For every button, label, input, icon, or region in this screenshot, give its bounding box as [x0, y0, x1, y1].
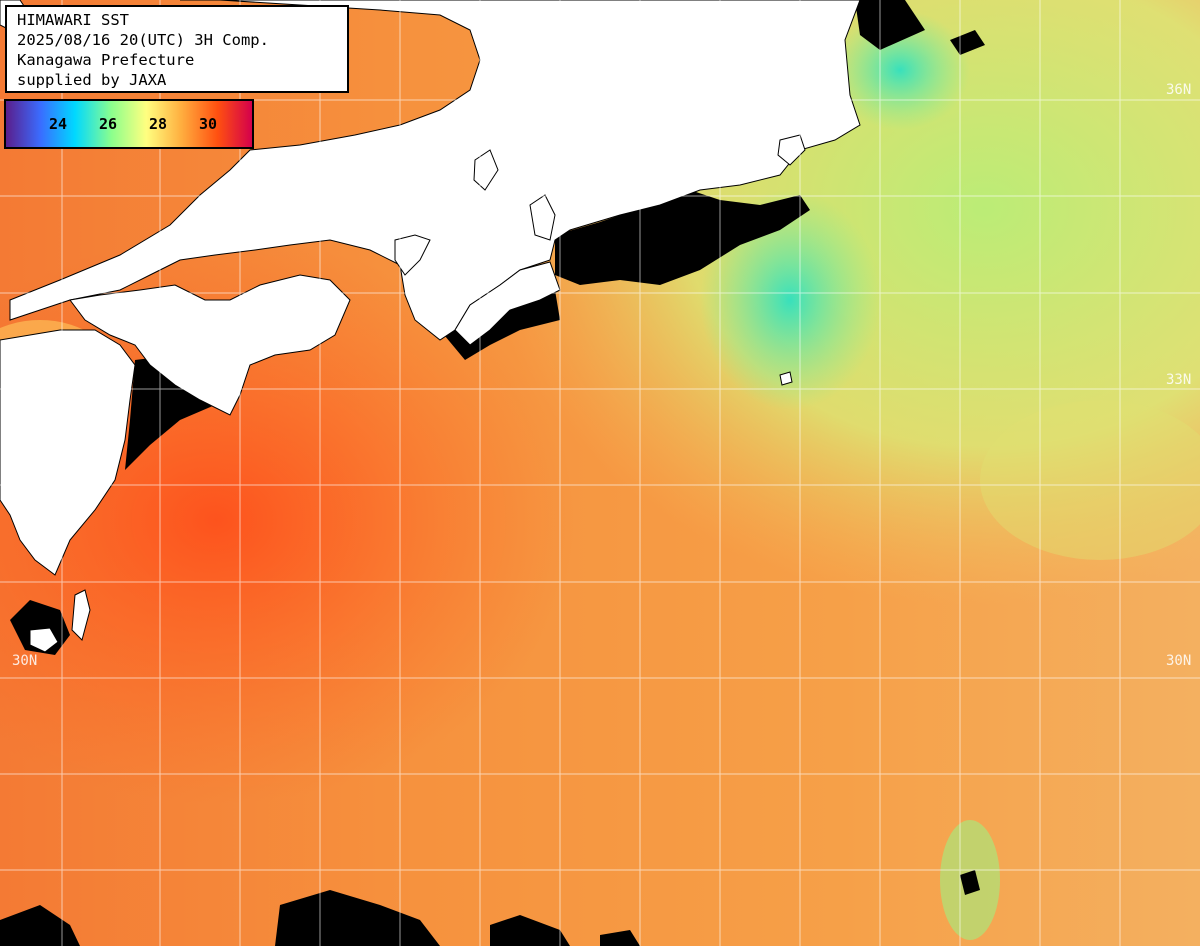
color-scale-legend: 24 26 28 30	[4, 99, 254, 149]
island-yakushima	[29, 627, 59, 653]
grid-label-36n: 36N	[1166, 82, 1192, 98]
island-izu-2	[779, 371, 793, 386]
kyushu-land	[0, 329, 136, 576]
info-box: HIMAWARI SST 2025/08/16 20(UTC) 3H Comp.…	[5, 5, 349, 93]
cold-coastal-band	[700, 190, 880, 410]
legend-label-30: 30	[198, 115, 218, 133]
island-awaji	[394, 234, 431, 276]
shikoku-land	[69, 274, 351, 416]
legend-label-24: 24	[48, 115, 68, 133]
island-small-2	[529, 194, 556, 241]
data-source: supplied by JAXA	[17, 71, 167, 89]
grid-label-30n-right: 30N	[1166, 653, 1192, 669]
grid-label-33n: 33N	[1166, 372, 1192, 388]
island-tanegashima	[71, 589, 91, 641]
honshu-land	[9, 0, 861, 341]
kii-peninsula	[454, 261, 561, 346]
legend-label-26: 26	[98, 115, 118, 133]
provider-region: Kanagawa Prefecture	[17, 51, 195, 69]
grid-label-30n-left: 30N	[12, 653, 38, 669]
observation-time: 2025/08/16 20(UTC) 3H Comp.	[17, 31, 269, 49]
island-izu	[777, 134, 806, 166]
cool-patch-se	[980, 400, 1200, 560]
product-title: HIMAWARI SST	[17, 11, 129, 29]
legend-label-28: 28	[148, 115, 168, 133]
